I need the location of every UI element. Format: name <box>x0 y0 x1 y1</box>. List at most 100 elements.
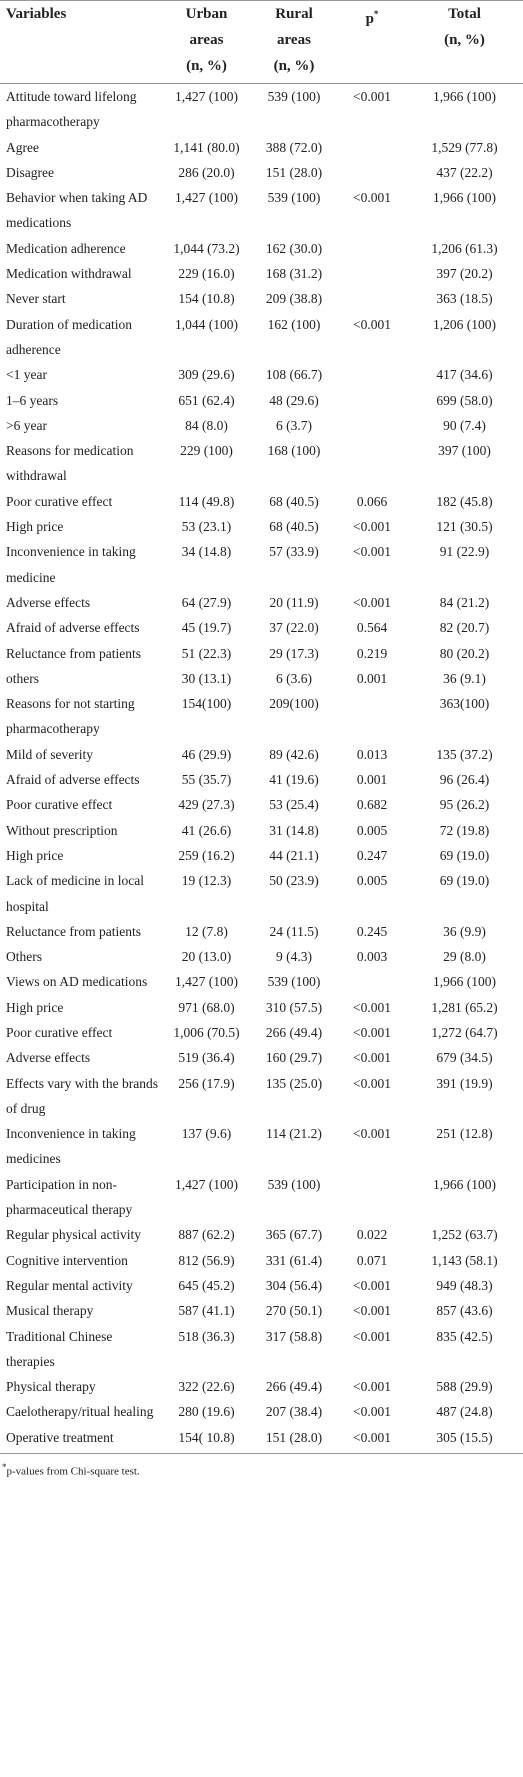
value-cell: 29 (17.3) <box>269 645 319 661</box>
variable-cell: 1–6 years <box>6 392 59 408</box>
header-text: (n, %) <box>186 58 227 74</box>
table-row: Caelotherapy/ritual healing 280 (19.6) 207… <box>0 1399 523 1424</box>
value-cell: 397 (20.2) <box>436 266 493 282</box>
value-cell: 53 (25.4) <box>269 797 319 813</box>
value-cell: 80 (20.2) <box>439 645 490 661</box>
header-text: (n, %) <box>273 58 315 74</box>
value-cell: 651 (62.4) <box>178 392 235 408</box>
variable-cell: <1 year <box>6 367 47 383</box>
variable-cell: Without prescription <box>6 822 118 838</box>
value-cell: 417 (34.6) <box>436 367 493 383</box>
table-row: Regular physical activity 887 (62.2) 365 (… <box>0 1222 523 1247</box>
header-text: areas <box>277 32 311 48</box>
value-cell: 90 (7.4) <box>443 417 486 433</box>
value-cell: 1,206 (61.3) <box>431 240 498 256</box>
header-text: (n, %) <box>444 32 485 48</box>
table-row: Never start 154 (10.8) 209 (38.8) 363 (18.5… <box>0 286 523 311</box>
table-row: Reluctance from patients 12 (7.8) 24 (11.5… <box>0 919 523 944</box>
value-cell: 209(100) <box>269 696 319 712</box>
value-cell <box>338 691 406 742</box>
value-cell: 699 (58.0) <box>436 392 493 408</box>
value-cell: 1,966 (100) <box>433 974 496 990</box>
value-cell: 331 (61.4) <box>265 1252 323 1268</box>
variable-cell: Adverse effects <box>6 1050 91 1066</box>
value-cell <box>338 438 406 489</box>
value-cell: 64 (27.9) <box>181 594 232 610</box>
value-cell: 397 (100) <box>438 443 491 459</box>
table-row: Disagree 286 (20.0) 151 (28.0) 437 (22.2) <box>0 160 523 185</box>
value-cell: <0.001 <box>353 594 391 610</box>
value-cell: 72 (19.8) <box>439 822 490 838</box>
value-cell: 429 (27.3) <box>178 797 235 813</box>
value-cell: 53 (23.1) <box>181 519 232 535</box>
value-cell: 0.219 <box>356 645 388 661</box>
value-cell <box>338 1172 406 1223</box>
value-cell: 887 (62.2) <box>178 1227 235 1243</box>
value-cell: 95 (26.2) <box>439 797 490 813</box>
value-cell: <0.001 <box>353 999 391 1015</box>
header-text: areas <box>189 32 224 48</box>
table-row: Cognitive intervention 812 (56.9) 331 (61.… <box>0 1248 523 1273</box>
value-cell: 182 (45.8) <box>436 493 493 509</box>
value-cell: 68 (40.5) <box>269 519 319 535</box>
value-cell: <0.001 <box>353 1050 391 1066</box>
variable-cell: Views on AD medications <box>6 974 148 990</box>
value-cell: 0.066 <box>356 493 388 509</box>
value-cell: 68 (40.5) <box>269 493 319 509</box>
value-cell: 835 (42.5) <box>436 1328 493 1344</box>
table-row: High price 53 (23.1) 68 (40.5) <0.001 121 (3… <box>0 514 523 539</box>
variable-cell: Medication withdrawal <box>6 266 132 282</box>
variable-cell: Caelotherapy/ritual healing <box>6 1404 154 1420</box>
table-row: Traditional Chinese therapies 518 (36.3) 3… <box>0 1324 523 1375</box>
value-cell: 1,966 (100) <box>433 1176 496 1192</box>
value-cell: 69 (19.0) <box>439 847 490 863</box>
value-cell: 209 (38.8) <box>265 291 323 307</box>
value-cell: 266 (49.4) <box>265 1024 323 1040</box>
value-cell: 286 (20.0) <box>178 164 235 180</box>
value-cell <box>338 969 406 994</box>
value-cell: 135 (25.0) <box>265 1075 323 1091</box>
value-cell: 487 (24.8) <box>436 1404 493 1420</box>
value-cell: 114 (49.8) <box>178 493 235 509</box>
value-cell: 36 (9.1) <box>443 670 486 686</box>
value-cell: 57 (33.9) <box>269 544 319 560</box>
value-cell: 41 (26.6) <box>181 822 232 838</box>
value-cell: 1,006 (70.5) <box>173 1024 240 1040</box>
table-row: Musical therapy 587 (41.1) 270 (50.1) <0.00… <box>0 1298 523 1323</box>
value-cell: 256 (17.9) <box>178 1075 235 1091</box>
value-cell: 539 (100) <box>267 974 321 990</box>
value-cell: 1,206 (100) <box>433 316 496 332</box>
variable-cell: Reluctance from patients <box>6 923 141 939</box>
value-cell: 69 (19.0) <box>439 873 490 889</box>
value-cell: 391 (19.9) <box>436 1075 493 1091</box>
table-row: Mild of severity 46 (29.9) 89 (42.6) 0.013 1… <box>0 742 523 767</box>
value-cell: 1,281 (65.2) <box>431 999 498 1015</box>
header-text: Total <box>448 6 481 22</box>
value-cell: 539 (100) <box>267 190 321 206</box>
table-row: Medication withdrawal 229 (16.0) 168 (31.2… <box>0 261 523 286</box>
variable-cell: Attitude toward lifelong pharmacotherapy <box>6 89 137 130</box>
value-cell: 1,427 (100) <box>175 190 238 206</box>
variable-cell: Medication adherence <box>6 240 126 256</box>
value-cell: 251 (12.8) <box>436 1126 493 1142</box>
value-cell: <0.001 <box>353 1024 391 1040</box>
header-text: p <box>365 11 374 27</box>
value-cell <box>338 236 406 261</box>
value-cell <box>338 413 406 438</box>
variable-cell: Duration of medication adherence <box>6 316 132 357</box>
table-row: Afraid of adverse effects 55 (35.7) 41 (19… <box>0 767 523 792</box>
value-cell: <0.001 <box>353 1126 391 1142</box>
value-cell: 55 (35.7) <box>181 772 232 788</box>
value-cell: 48 (29.6) <box>269 392 319 408</box>
value-cell: 0.071 <box>356 1252 388 1268</box>
value-cell: 36 (9.9) <box>443 923 486 939</box>
variable-cell: Regular mental activity <box>6 1277 133 1293</box>
value-cell: 365 (67.7) <box>265 1227 323 1243</box>
value-cell: 0.247 <box>356 847 388 863</box>
table-row: <1 year 309 (29.6) 108 (66.7) 417 (34.6) <box>0 362 523 387</box>
value-cell: <0.001 <box>353 519 391 535</box>
table-row: Adverse effects 64 (27.9) 20 (11.9) <0.001 8… <box>0 590 523 615</box>
value-cell: 20 (11.9) <box>269 594 319 610</box>
variable-cell: High price <box>6 519 64 535</box>
value-cell: 168 (100) <box>267 443 321 459</box>
